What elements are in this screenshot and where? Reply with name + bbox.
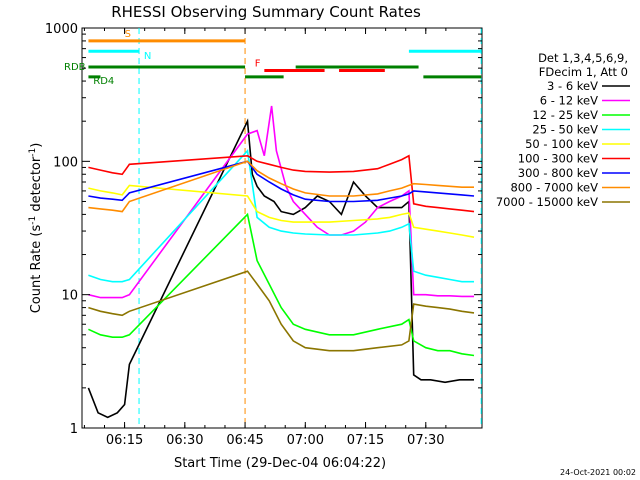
x-tick-label-4: 07:15 — [347, 433, 384, 448]
legend-label-3: 25 - 50 keV — [532, 123, 598, 137]
legend: Det 1,3,4,5,6,9,FDecim 1, Att 03 - 6 keV… — [496, 51, 630, 209]
y-tick-label-2: 100 — [53, 155, 78, 170]
axes: 06:15 06:30 06:45 07:00 07:15 07:30 1 10 100 1000 — [45, 22, 482, 448]
series-line-7 — [88, 160, 474, 213]
y-axis-label-close: ) — [29, 143, 44, 148]
legend-label-0: 3 - 6 keV — [547, 79, 598, 93]
y-axis-label-mid: detector — [29, 156, 44, 216]
y-axis-label: Count Rate (s-1 detector-1) — [28, 143, 44, 314]
legend-label-7: 800 - 7000 keV — [510, 181, 598, 195]
series-line-8 — [88, 270, 475, 352]
legend-label-6: 300 - 800 keV — [518, 166, 598, 180]
plot-border — [81, 27, 483, 429]
footer-timestamp: 24-Oct-2021 00:02 — [560, 468, 636, 477]
x-tick-label-5: 07:30 — [407, 433, 444, 448]
flag-label-rdb: RDB — [64, 62, 86, 73]
flag-label-rd4: RD4 — [93, 76, 114, 87]
legend-label-4: 50 - 100 keV — [525, 137, 598, 151]
series-line-0 — [87, 118, 474, 419]
x-tick-label-3: 07:00 — [287, 433, 324, 448]
legend-label-1: 6 - 12 keV — [540, 94, 598, 108]
flag-label-s: S — [125, 29, 131, 40]
flag-label-f: F — [255, 59, 261, 70]
series-line-3 — [88, 149, 474, 283]
y-axis-label-main: Count Rate (s — [29, 225, 44, 314]
series-lines — [87, 105, 475, 419]
plot-frame — [81, 27, 483, 429]
legend-header-1: FDecim 1, Att 0 — [539, 65, 628, 79]
legend-label-5: 100 - 300 keV — [518, 152, 598, 166]
flag-bars: S N F RDB RD4 — [64, 29, 482, 87]
legend-label-8: 7000 - 15000 keV — [496, 195, 598, 209]
series-line-5 — [88, 154, 475, 213]
y-tick-label-1: 10 — [61, 289, 78, 304]
y-tick-label-3: 1000 — [45, 22, 78, 37]
x-axis-label: Start Time (29-Dec-04 06:04:22) — [174, 456, 386, 471]
flag-label-n: N — [144, 51, 151, 62]
y-axis-label-sup2: -1 — [28, 148, 38, 157]
series-line-2 — [88, 212, 475, 357]
series-line-6 — [88, 160, 475, 203]
x-tick-label-2: 06:45 — [226, 433, 263, 448]
y-tick-label-0: 1 — [70, 422, 78, 437]
vertical-marker-lines — [138, 28, 482, 428]
chart-title: RHESSI Observing Summary Count Rates — [111, 3, 421, 21]
series-line-1 — [88, 105, 474, 299]
x-tick-label-1: 06:30 — [166, 433, 203, 448]
legend-header-0: Det 1,3,4,5,6,9, — [538, 51, 628, 65]
legend-label-2: 12 - 25 keV — [532, 108, 598, 122]
y-axis-label-sup1: -1 — [28, 216, 38, 225]
series-line-4 — [88, 184, 475, 238]
x-tick-label-0: 06:15 — [106, 433, 143, 448]
